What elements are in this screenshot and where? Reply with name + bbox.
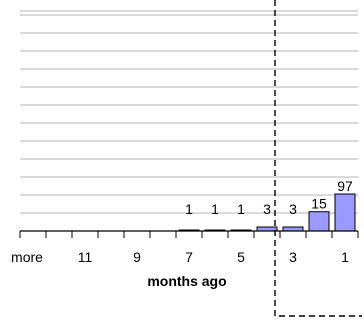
- x-tick-label-9: 9: [133, 249, 141, 265]
- data-label-1: 97: [337, 178, 353, 194]
- data-label-3: 3: [289, 201, 297, 217]
- x-tick-label-7: 7: [185, 249, 193, 265]
- x-ticks: [19, 231, 359, 238]
- gridlines: [20, 10, 358, 214]
- recent-months-highlight: [274, 0, 362, 317]
- x-tick-label-11: 11: [78, 249, 93, 265]
- data-label-6: 1: [211, 201, 219, 217]
- data-label-7: 1: [185, 201, 193, 217]
- bar-1: [334, 193, 356, 232]
- data-labels: 1 1 1 3 3 15 97: [185, 178, 353, 217]
- x-tick-label-5: 5: [237, 249, 245, 265]
- data-label-5: 1: [237, 201, 245, 217]
- x-tick-labels: more 11 9 7 5 3 1: [11, 249, 349, 265]
- x-tick-label-3: 3: [289, 249, 297, 265]
- x-axis-title: months ago: [147, 273, 226, 289]
- x-tick-label-more: more: [11, 249, 43, 265]
- bar-2: [308, 211, 330, 232]
- x-tick-label-1: 1: [341, 249, 349, 265]
- data-label-4: 3: [263, 201, 271, 217]
- data-label-2: 15: [311, 196, 327, 212]
